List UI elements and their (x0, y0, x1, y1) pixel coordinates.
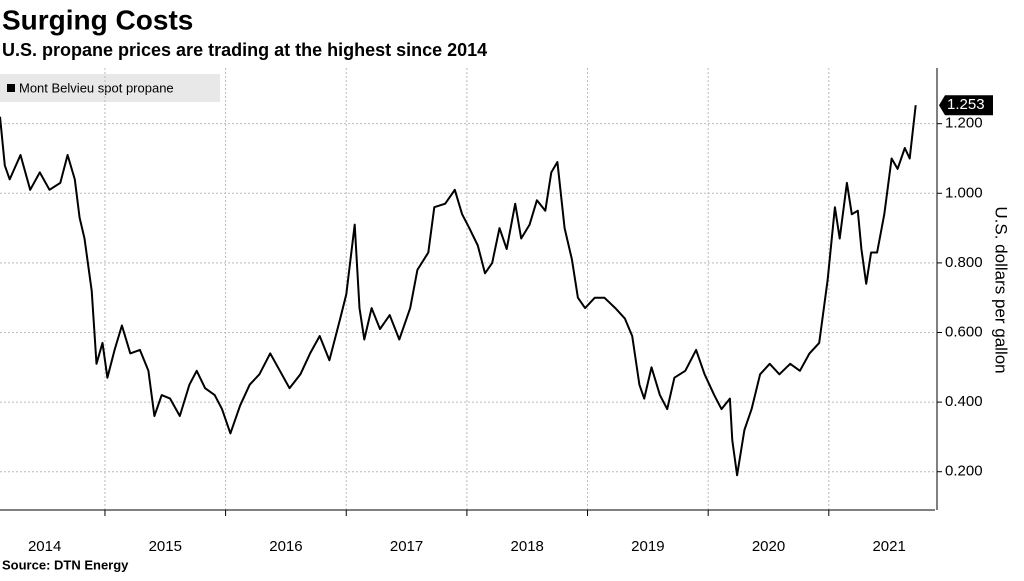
y-tick-label: 1.000 (945, 184, 983, 201)
y-tick-label: 0.200 (945, 463, 983, 480)
x-tick-label: 2020 (752, 538, 785, 555)
x-tick-label: 2015 (149, 538, 182, 555)
legend-box (0, 74, 220, 102)
x-tick-label: 2021 (872, 538, 905, 555)
y-tick-label: 0.400 (945, 393, 983, 410)
chart-title: Surging Costs (2, 4, 193, 35)
source: Source: DTN Energy (2, 557, 129, 572)
y-tick-label: 1.200 (945, 115, 983, 132)
x-tick-label: 2016 (269, 538, 302, 555)
chart-subtitle: U.S. propane prices are trading at the h… (2, 40, 487, 60)
x-tick-label: 2019 (631, 538, 664, 555)
y-tick-label: 0.800 (945, 254, 983, 271)
value-label-box (939, 95, 993, 116)
y-tick-label: 0.600 (945, 323, 983, 340)
x-tick-label: 2014 (28, 538, 61, 555)
x-tick-label: 2018 (511, 538, 544, 555)
x-tick-label: 2017 (390, 538, 423, 555)
y-axis-label: U.S. dollars per gallon (992, 206, 1011, 373)
line (0, 105, 917, 477)
legend-label: Mont Belvieu spot propane (19, 80, 174, 95)
value-label: 1.253 (947, 96, 985, 113)
legend-swatch (7, 84, 15, 92)
